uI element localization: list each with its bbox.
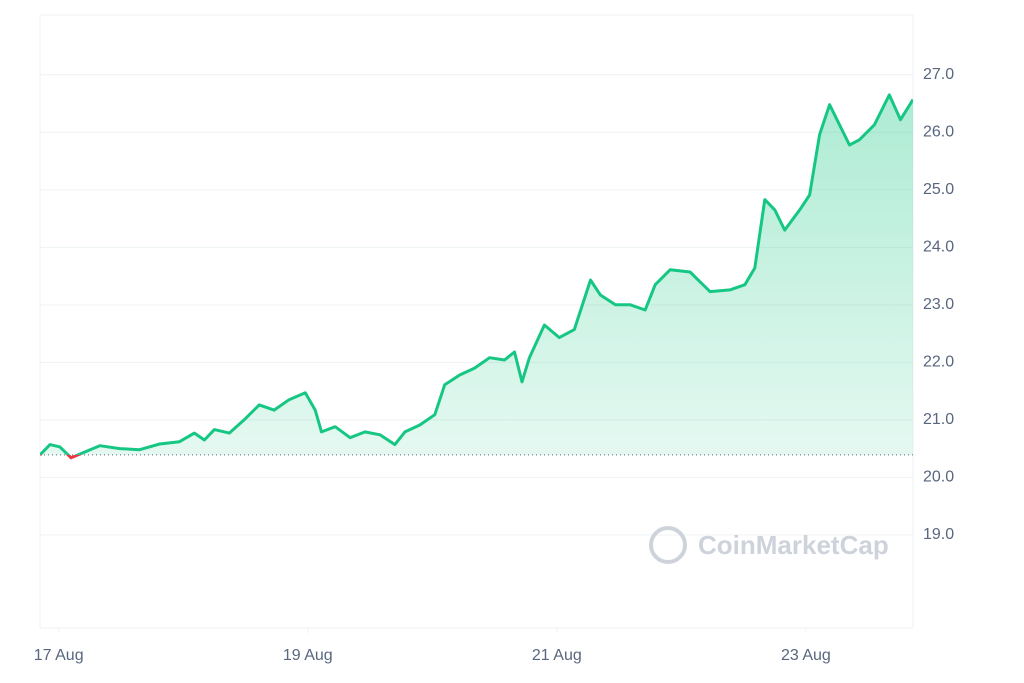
watermark: CoinMarketCap (649, 526, 889, 564)
y-tick-label: 26.0 (923, 124, 954, 141)
watermark-text: CoinMarketCap (698, 530, 889, 560)
y-tick-label: 20.0 (923, 469, 954, 486)
y-tick-label: 21.0 (923, 411, 954, 428)
x-tick-label: 19 Aug (283, 647, 333, 664)
price-area (40, 94, 913, 455)
x-tick-label: 21 Aug (532, 647, 582, 664)
x-tick-label: 23 Aug (781, 647, 831, 664)
y-tick-label: 22.0 (923, 354, 954, 371)
x-tick-label: 17 Aug (34, 647, 84, 664)
y-tick-label: 19.0 (923, 526, 954, 543)
y-tick-label: 25.0 (923, 181, 954, 198)
watermark-logo (649, 526, 687, 564)
y-tick-label: 27.0 (923, 66, 954, 83)
y-tick-label: 24.0 (923, 239, 954, 256)
y-tick-label: 23.0 (923, 296, 954, 313)
price-line (40, 93, 913, 455)
